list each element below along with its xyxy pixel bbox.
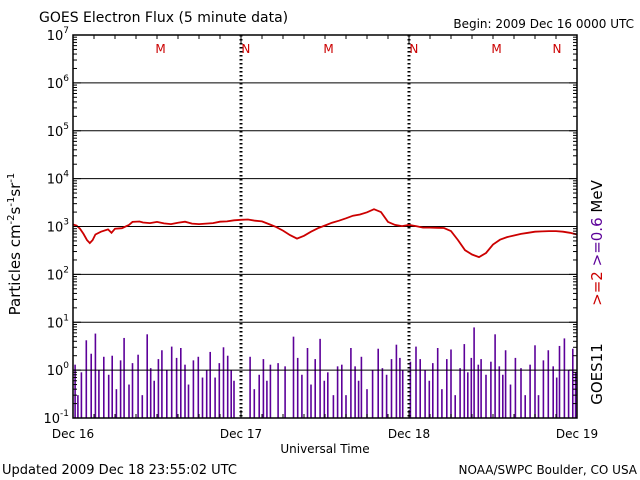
y-tick-label: 103	[47, 218, 69, 236]
y-tick-label: 104	[47, 170, 70, 188]
local-time-marker: N	[553, 42, 562, 56]
y-axis-mid: s	[6, 206, 24, 214]
right-energy-label: >=2 >=0.6 MeV	[588, 179, 606, 305]
local-time-marker: M	[323, 42, 333, 56]
y-tick-label: 106	[47, 74, 70, 92]
updated-label: Updated 2009 Dec 18 23:55:02 UTC	[2, 463, 237, 478]
plot-area	[72, 34, 578, 419]
svg-text:>=2 >=0.6 MeV: >=2 >=0.6 MeV	[588, 179, 606, 305]
y-tick-label: 105	[47, 122, 69, 140]
y-axis-mid2: sr	[6, 182, 24, 197]
begin-label: Begin: 2009 Dec 16 0000 UTC	[453, 17, 634, 31]
local-time-marker: N	[241, 42, 250, 56]
series-line	[72, 208, 578, 259]
x-axis-title: Universal Time	[280, 442, 369, 456]
source-label: NOAA/SWPC Boulder, CO USA	[459, 463, 638, 477]
y-axis-sup2: -1	[6, 197, 17, 207]
local-time-marker: N	[409, 42, 418, 56]
satellite-label: GOES11	[588, 343, 606, 405]
energy-lo-label: >=0.6	[588, 217, 606, 266]
x-tick-label: Dec 19	[556, 427, 598, 441]
y-axis-sup1: -2	[6, 214, 17, 224]
y-tick-label: 101	[47, 313, 69, 331]
chart-title: GOES Electron Flux (5 minute data)	[39, 10, 288, 26]
local-time-marker: M	[155, 42, 165, 56]
y-axis-sup3: -1	[6, 173, 17, 183]
energy-unit-label: MeV	[588, 179, 606, 212]
y-tick-label: 10-1	[43, 409, 69, 427]
x-tick-label: Dec 16	[52, 427, 94, 441]
x-tick-label: Dec 18	[388, 427, 430, 441]
y-axis-title: Particles cm-2s-1sr-1	[6, 173, 24, 316]
x-tick-label: Dec 17	[220, 427, 262, 441]
local-time-marker: M	[491, 42, 501, 56]
y-tick-label: 100	[47, 361, 70, 379]
energy-hi-label: >=2	[588, 271, 606, 306]
y-axis-title-text: Particles cm	[6, 224, 24, 315]
y-tick-label: 102	[47, 265, 69, 283]
y-tick-label: 107	[47, 26, 69, 44]
svg-text:Particles cm-2s-1sr-1: Particles cm-2s-1sr-1	[6, 173, 24, 316]
satellite-label-group: GOES11	[588, 343, 606, 405]
